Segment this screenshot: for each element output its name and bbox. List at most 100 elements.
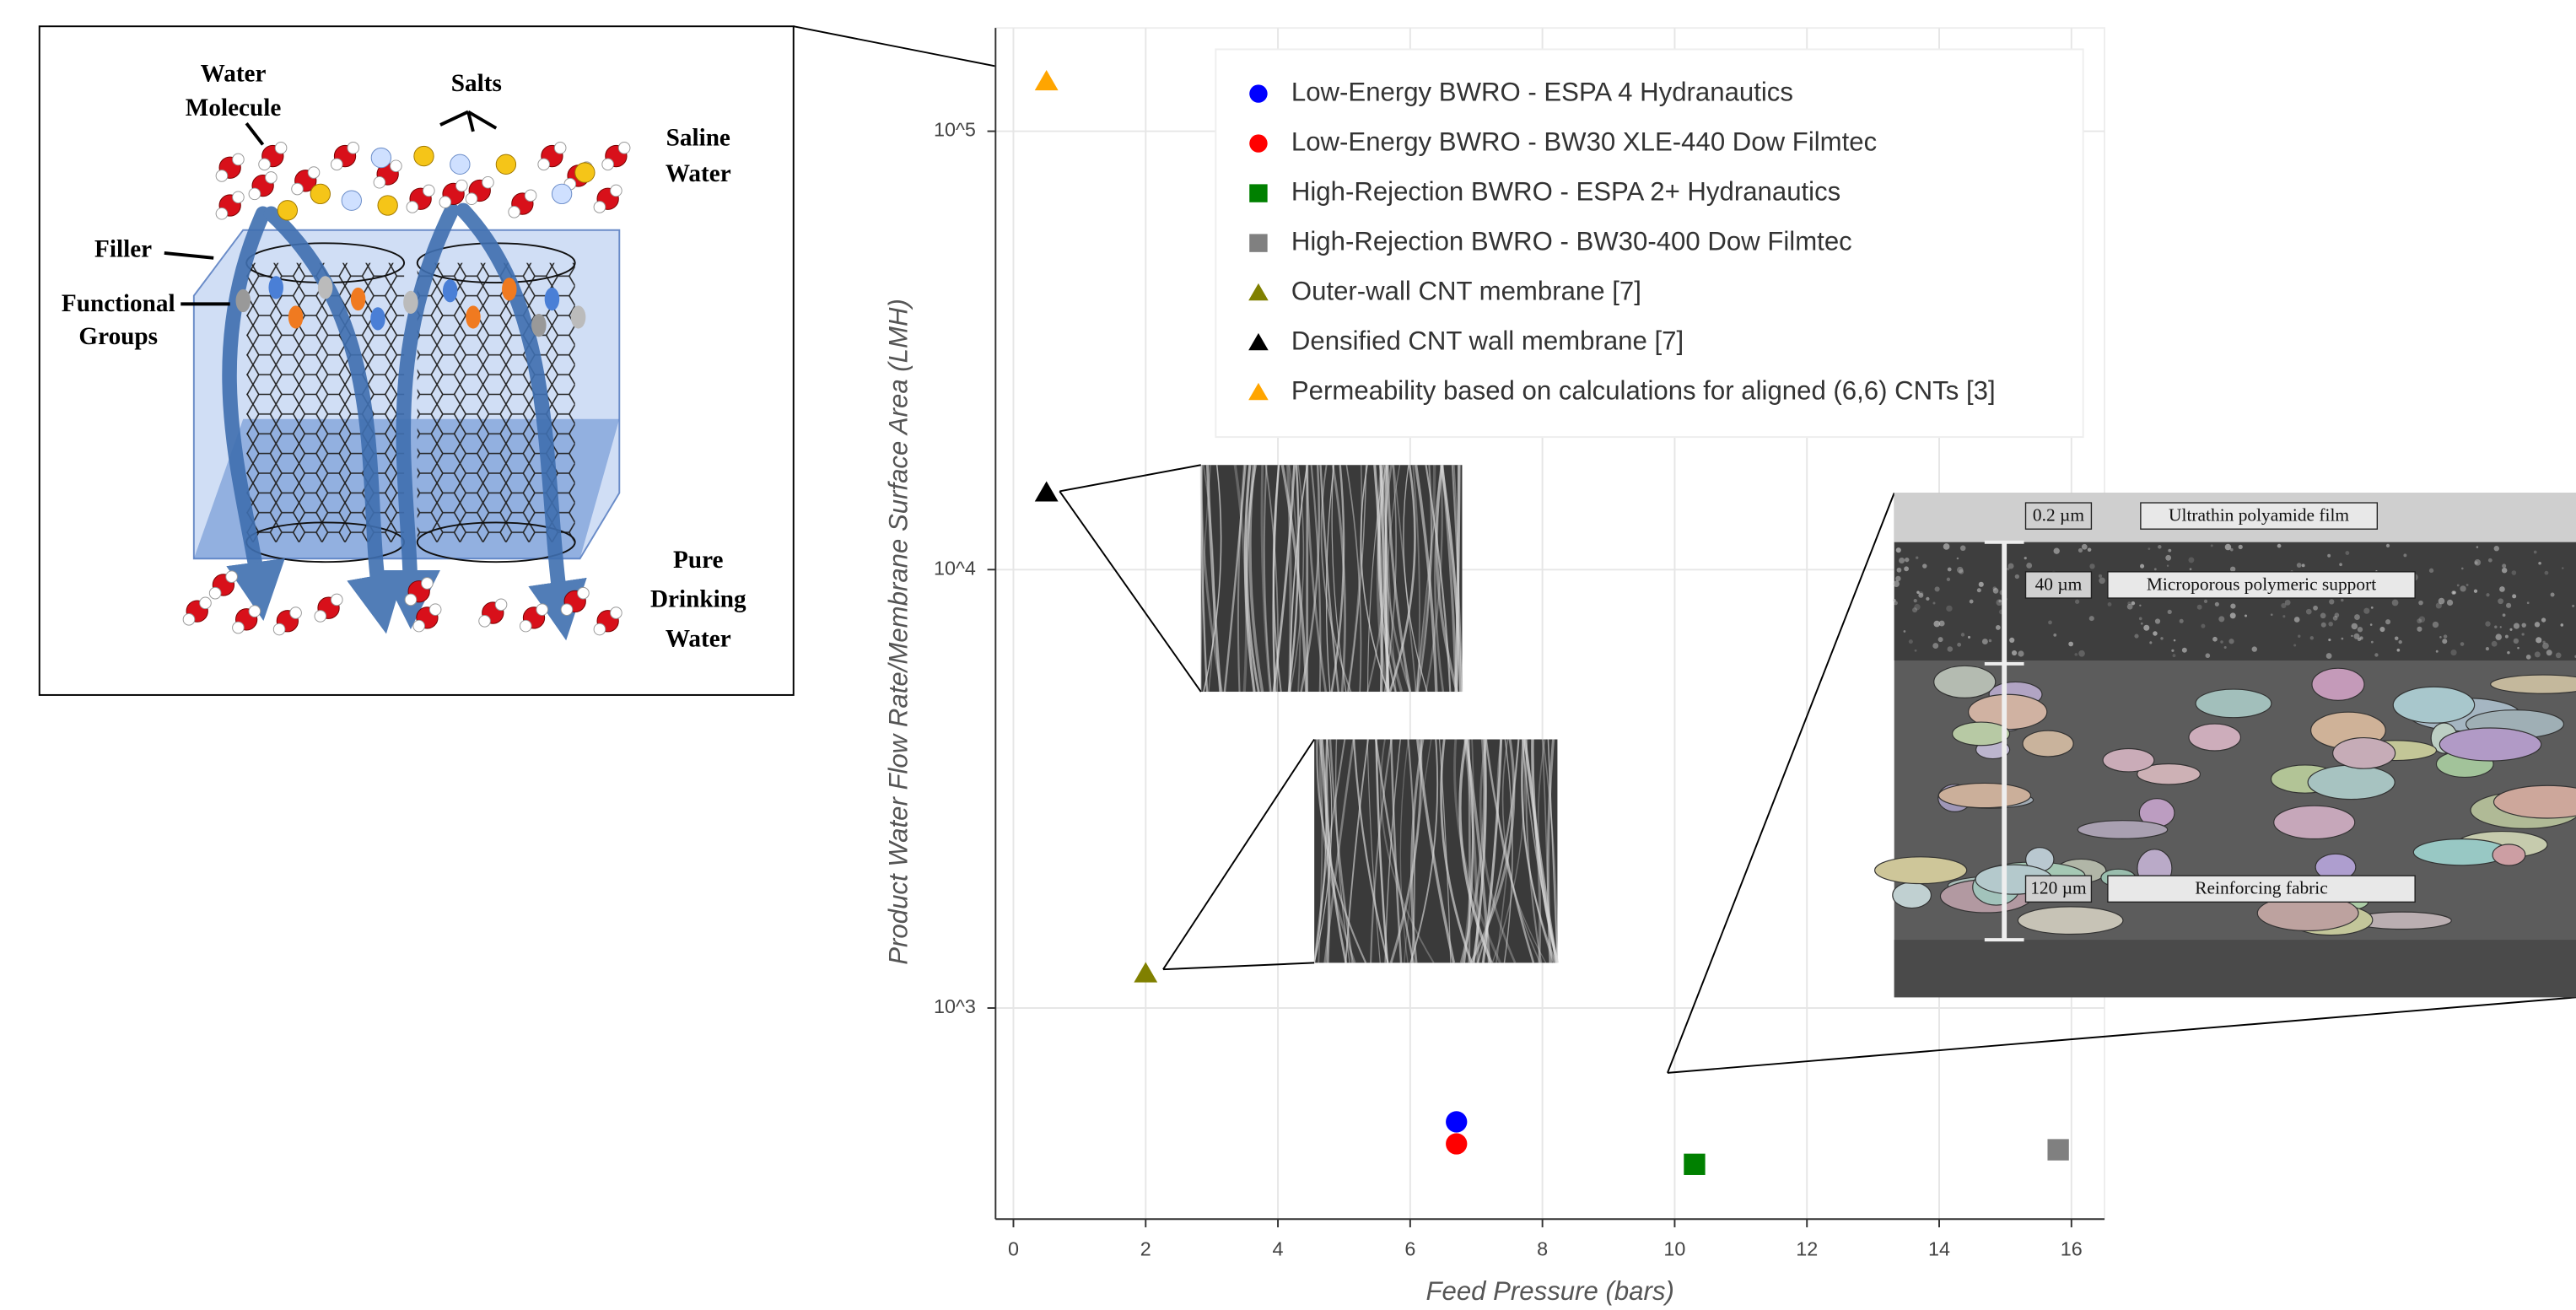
diagram-label: Functional	[62, 290, 175, 317]
grain	[2281, 603, 2286, 608]
grain	[2498, 598, 2503, 604]
grain	[2386, 544, 2390, 547]
grain	[1904, 630, 1906, 633]
data-point	[2047, 1139, 2068, 1160]
hydrogen	[455, 180, 467, 191]
grain	[2522, 623, 2526, 627]
x-tick-label: 0	[1008, 1237, 1019, 1259]
fabric-fiber	[1938, 783, 2030, 807]
grain	[2453, 590, 2456, 594]
grain	[2418, 601, 2423, 606]
grain	[2160, 637, 2163, 639]
grain	[1895, 576, 1900, 581]
hydrogen	[439, 197, 451, 208]
functional-group	[370, 307, 385, 330]
salt-ion	[450, 154, 470, 174]
chart: WaterMoleculeSaltsSalineWaterFillerFunct…	[0, 0, 2576, 1310]
diagram-label: Groups	[78, 323, 158, 350]
salt-ion	[378, 196, 397, 215]
hydrogen	[594, 623, 606, 635]
grain	[1896, 547, 1901, 553]
functional-group	[403, 291, 418, 314]
hydrogen	[423, 185, 435, 197]
fabric-fiber	[2439, 728, 2541, 761]
grain	[2371, 641, 2374, 644]
grain	[2399, 640, 2402, 644]
legend-label: Low-Energy BWRO - BW30 XLE-440 Dow Filmt…	[1291, 127, 1877, 156]
grain	[2297, 563, 2302, 568]
grain	[2239, 545, 2243, 549]
grain	[2436, 650, 2439, 653]
grain	[2535, 622, 2540, 627]
grain	[2099, 574, 2102, 578]
grain	[2397, 649, 2401, 652]
grain	[1933, 602, 1936, 605]
hydrogen	[578, 587, 590, 599]
grain	[2228, 639, 2234, 644]
grain	[1916, 557, 1918, 559]
grain	[2328, 622, 2333, 627]
hydrogen	[495, 599, 507, 611]
grain	[2148, 547, 2150, 550]
grain	[2158, 545, 2162, 549]
hydrogen	[216, 208, 228, 219]
grain	[2171, 650, 2174, 652]
hydrogen	[233, 622, 245, 633]
fabric-fiber	[2491, 675, 2576, 693]
grain	[1909, 639, 1913, 644]
fabric-fiber	[2312, 668, 2364, 700]
micrograph-label: 0.2 µm	[2033, 505, 2084, 526]
grain	[1948, 646, 1954, 652]
hydrogen	[466, 193, 477, 205]
y-tick-label: 10^3	[934, 995, 976, 1017]
functional-group	[351, 288, 366, 310]
grain	[2466, 584, 2469, 586]
hydrogen	[292, 183, 304, 195]
grain	[2026, 563, 2032, 569]
x-tick-label: 6	[1404, 1237, 1415, 1259]
fabric-fiber	[2023, 730, 2073, 757]
grain	[2542, 643, 2549, 650]
grain	[2403, 553, 2406, 557]
grain	[2371, 606, 2374, 609]
legend-label: High-Rejection BWRO - ESPA 2+ Hydranauti…	[1291, 176, 1840, 206]
grain	[2486, 647, 2489, 650]
grain	[2572, 605, 2574, 607]
grain	[2429, 569, 2433, 573]
grain	[2211, 544, 2213, 547]
micrograph-label: 120 µm	[2030, 878, 2087, 898]
grain	[2321, 623, 2326, 628]
fabric-fiber	[2274, 806, 2355, 838]
grain	[2018, 650, 2024, 656]
legend-label: High-Rejection BWRO - BW30-400 Dow Filmt…	[1291, 226, 1852, 256]
grain	[2527, 601, 2530, 604]
grain	[2419, 617, 2426, 623]
grain	[1998, 600, 2001, 602]
hydrogen	[290, 607, 302, 619]
legend-label: Permeability based on calculations for a…	[1291, 375, 1996, 405]
legend-marker	[1249, 134, 1267, 152]
grain	[2293, 644, 2296, 646]
grain	[1982, 639, 1988, 644]
grain	[1960, 546, 1966, 552]
grain	[2218, 616, 2224, 622]
grain	[2139, 617, 2142, 621]
functional-group	[531, 314, 547, 337]
micrograph-label: Ultrathin polyamide film	[2169, 505, 2349, 526]
fabric-fiber	[1893, 882, 1932, 908]
functional-group	[545, 288, 560, 310]
grain	[1926, 597, 1929, 601]
data-point	[1684, 1154, 1705, 1175]
grain	[2507, 651, 2509, 654]
grain	[2556, 653, 2562, 659]
grain	[2342, 638, 2344, 640]
grain	[2551, 593, 2555, 597]
grain	[2141, 623, 2143, 625]
grain	[2277, 544, 2282, 548]
hydrogen	[209, 587, 221, 599]
grain	[2053, 633, 2056, 637]
grain	[2190, 568, 2192, 570]
grain	[2220, 640, 2223, 644]
grain	[2075, 600, 2079, 604]
grain	[1957, 567, 1963, 573]
